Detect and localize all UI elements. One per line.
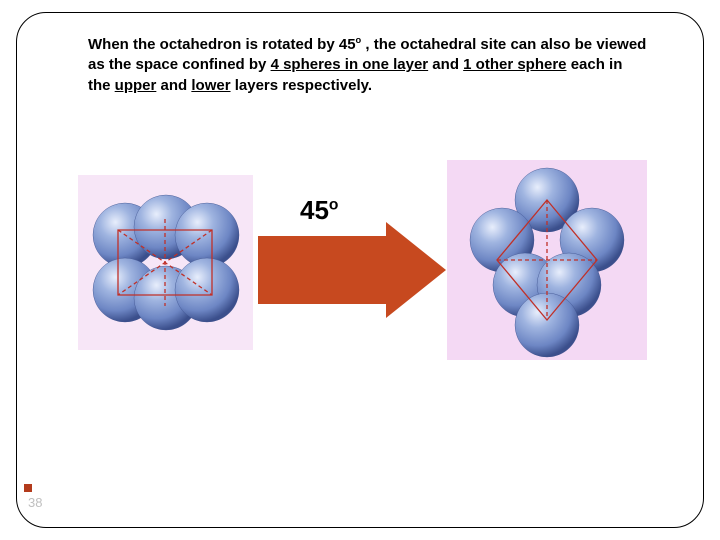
spheres-right	[470, 168, 624, 357]
figure-right	[447, 160, 647, 360]
footer-accent	[24, 484, 32, 492]
rotation-arrow	[258, 222, 448, 318]
slide-number: 38	[28, 495, 42, 510]
body-text: When the octahedron is rotated by 45o , …	[88, 34, 648, 96]
octahedron-right-svg	[447, 160, 647, 360]
octahedron-left-svg	[78, 175, 253, 350]
arrow-label: 45o	[300, 195, 338, 226]
arrow-shaft	[258, 236, 393, 304]
figure-left	[78, 175, 253, 350]
arrow-head	[386, 222, 446, 318]
